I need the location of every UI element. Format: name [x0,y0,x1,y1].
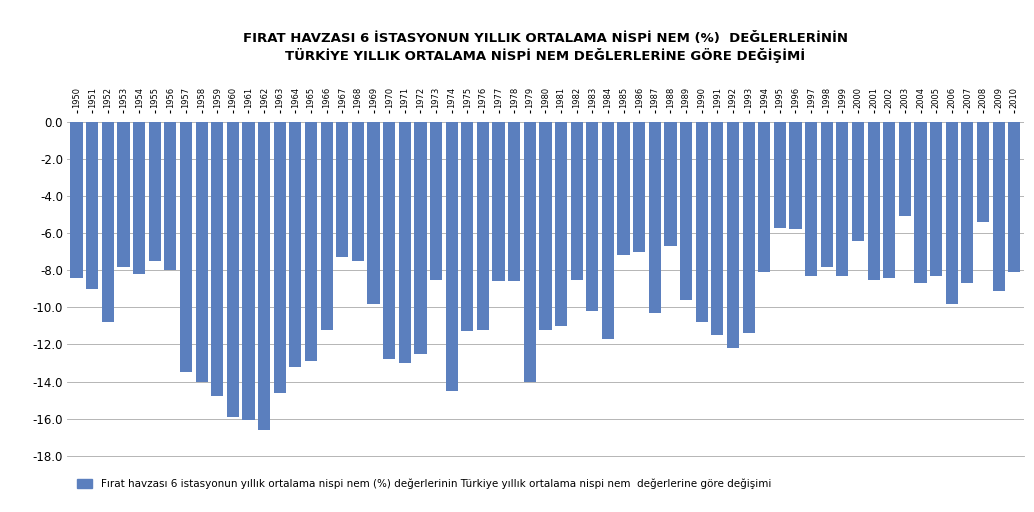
Bar [633,122,645,252]
Bar [821,122,832,267]
Bar [477,122,489,330]
Bar [211,122,223,396]
Bar [399,122,410,363]
Bar [1008,122,1021,272]
Bar [617,122,630,255]
Bar [852,122,864,241]
Bar [305,122,317,361]
Bar [883,122,895,278]
Bar [86,122,98,289]
Bar [242,122,254,420]
Bar [523,122,536,381]
Bar [461,122,474,331]
Bar [571,122,583,280]
Bar [195,122,208,381]
Bar [492,122,505,282]
Bar [899,122,911,217]
Bar [946,122,957,304]
Bar [711,122,724,335]
Bar [508,122,520,282]
Bar [383,122,395,359]
Bar [742,122,755,333]
Bar [415,122,426,354]
Bar [226,122,239,417]
Bar [164,122,177,270]
Legend: Fırat havzası 6 istasyonun yıllık ortalama nispi nem (%) değerlerinin Türkiye yı: Fırat havzası 6 istasyonun yıllık ortala… [72,475,775,494]
Bar [258,122,270,430]
Bar [648,122,661,313]
Bar [180,122,192,372]
Bar [367,122,379,304]
Bar [789,122,801,229]
Bar [727,122,739,348]
Bar [977,122,990,222]
Bar [962,122,973,283]
Bar [930,122,942,276]
Bar [133,122,145,274]
Bar [758,122,770,272]
Bar [540,122,551,330]
Bar [274,122,285,393]
Bar [993,122,1005,291]
Bar [430,122,443,280]
Title: FIRAT HAVZASI 6 İSTASYONUN YILLIK ORTALAMA NİSPİ NEM (%)  DEĞLERLERİNİN
TÜRKİYE : FIRAT HAVZASI 6 İSTASYONUN YILLIK ORTALA… [243,32,848,63]
Bar [773,122,786,228]
Bar [696,122,708,322]
Bar [352,122,364,261]
Bar [70,122,83,278]
Bar [680,122,692,300]
Bar [446,122,458,391]
Bar [290,122,302,367]
Bar [665,122,676,246]
Bar [555,122,568,326]
Bar [805,122,817,276]
Bar [602,122,614,339]
Bar [118,122,129,267]
Bar [101,122,114,322]
Bar [837,122,849,276]
Bar [336,122,348,257]
Bar [321,122,333,330]
Bar [586,122,599,311]
Bar [149,122,161,261]
Bar [914,122,926,283]
Bar [868,122,880,280]
